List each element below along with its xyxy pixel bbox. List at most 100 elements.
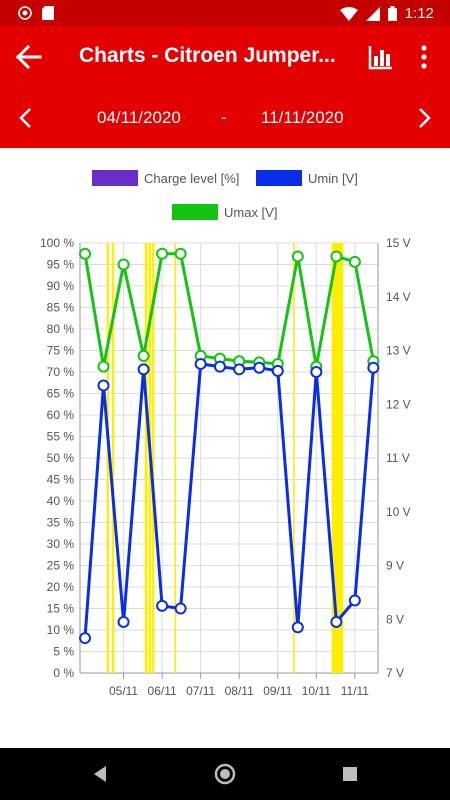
back-arrow-icon[interactable]: [14, 43, 44, 71]
right-axis-tick-label: 13 V: [386, 344, 411, 358]
left-axis-tick-label: 5 %: [53, 645, 74, 659]
left-axis-tick-label: 65 %: [47, 387, 75, 401]
data-point: [97, 360, 110, 373]
legend-swatch: [256, 170, 302, 186]
highlight-band: [144, 243, 148, 673]
legend-swatch: [92, 170, 138, 186]
data-point: [117, 615, 130, 628]
highlight-band: [111, 243, 115, 673]
highlight-band: [106, 243, 109, 673]
data-point: [233, 363, 246, 376]
nav-recents-icon[interactable]: [338, 762, 362, 786]
right-axis-tick-label: 15 V: [386, 236, 411, 250]
bar-chart-icon[interactable]: [368, 44, 394, 70]
status-time: 1:12: [404, 5, 434, 22]
left-axis-tick-label: 40 %: [47, 494, 75, 508]
date-range-bar: 04/11/2020 - 11/11/2020: [0, 88, 450, 148]
legend-label: Charge level [%]: [144, 171, 239, 186]
chevron-left-icon[interactable]: [14, 106, 38, 130]
right-axis-tick-label: 9 V: [386, 559, 404, 573]
right-axis-tick-label: 12 V: [386, 397, 411, 411]
data-point: [194, 357, 207, 370]
data-point: [310, 366, 323, 378]
left-axis-tick-label: 30 %: [47, 537, 75, 551]
left-axis-tick-label: 60 %: [47, 408, 75, 422]
system-nav-bar: [0, 748, 450, 800]
data-point: [330, 250, 343, 263]
series-line: [83, 362, 375, 639]
data-point: [367, 361, 380, 374]
left-axis-tick-label: 35 %: [47, 516, 75, 530]
left-axis-tick-label: 20 %: [47, 580, 75, 594]
legend-label: Umax [V]: [224, 205, 277, 220]
data-point: [330, 615, 343, 628]
data-point: [213, 360, 226, 373]
right-axis-tick-label: 14 V: [386, 290, 411, 304]
x-axis-tick-label: 09/11: [263, 684, 292, 698]
data-point: [348, 255, 361, 268]
page-title: Charts - Citroen Jumper...: [79, 44, 336, 67]
left-axis-tick-label: 70 %: [47, 365, 75, 379]
date-separator: -: [221, 108, 227, 127]
left-axis-tick-label: 75 %: [47, 344, 75, 358]
overflow-menu-icon[interactable]: [414, 44, 434, 70]
nav-home-icon[interactable]: [213, 762, 237, 786]
left-axis-tick-label: 0 %: [53, 666, 74, 680]
left-axis-tick-label: 15 %: [47, 602, 75, 616]
wifi-icon: [339, 6, 358, 21]
x-axis-tick-label: 08/11: [225, 684, 254, 698]
date-to[interactable]: 11/11/2020: [261, 108, 344, 127]
data-point: [117, 258, 130, 271]
highlight-band: [152, 243, 155, 673]
legend-label: Umin [V]: [308, 171, 358, 186]
data-point: [137, 363, 150, 376]
chart-area: Charge level [%] Umin [V] Umax [V] 0 % 5 % 10…: [0, 148, 450, 748]
x-axis-tick-label: 07/11: [186, 684, 215, 698]
chevron-right-icon[interactable]: [412, 106, 436, 130]
highlight-band: [293, 243, 295, 673]
x-axis-tick-label: 05/11: [109, 684, 138, 698]
data-point: [156, 599, 169, 612]
app-notification-icon: [18, 6, 32, 20]
data-point: [156, 247, 169, 260]
data-point: [97, 379, 110, 392]
left-axis-tick-label: 95 %: [47, 258, 75, 272]
highlight-band: [174, 243, 176, 673]
left-axis-tick-label: 100 %: [40, 236, 74, 250]
left-axis-tick-label: 85 %: [47, 301, 75, 315]
data-point: [79, 247, 91, 260]
left-axis-tick-label: 25 %: [47, 559, 75, 573]
data-point: [253, 361, 266, 374]
left-axis-tick-label: 80 %: [47, 322, 75, 336]
right-axis-tick-label: 7 V: [386, 666, 404, 680]
right-axis-tick-label: 10 V: [386, 505, 411, 519]
left-axis-tick-label: 55 %: [47, 430, 75, 444]
x-axis-tick-label: 10/11: [302, 684, 331, 698]
data-point: [137, 349, 150, 362]
right-axis-tick-label: 8 V: [386, 612, 404, 626]
signal-icon: [365, 6, 380, 21]
x-axis-tick-label: 06/11: [148, 684, 177, 698]
data-point: [174, 602, 187, 615]
series-line: [83, 252, 375, 369]
battery-icon: [387, 6, 397, 21]
date-from[interactable]: 04/11/2020: [97, 108, 181, 127]
left-axis-tick-label: 50 %: [47, 451, 75, 465]
left-axis-tick-label: 90 %: [47, 279, 75, 293]
nav-back-icon[interactable]: [88, 762, 112, 786]
data-point: [79, 632, 91, 645]
data-point: [291, 621, 304, 634]
left-axis-tick-label: 45 %: [47, 473, 75, 487]
sd-card-icon: [42, 6, 54, 20]
legend-swatch: [172, 204, 218, 220]
data-point: [174, 247, 187, 260]
data-point: [291, 250, 304, 263]
app-bar: Charts - Citroen Jumper...: [0, 26, 450, 88]
line-chart: Charge level [%] Umin [V] Umax [V] 0 % 5 % 10…: [40, 170, 411, 698]
status-bar: 1:12: [0, 0, 450, 26]
right-axis-tick-label: 11 V: [386, 451, 410, 465]
left-axis-tick-label: 10 %: [47, 623, 75, 637]
data-point: [348, 594, 361, 607]
highlight-band: [331, 243, 344, 673]
x-axis-tick-label: 11/11: [341, 684, 370, 698]
